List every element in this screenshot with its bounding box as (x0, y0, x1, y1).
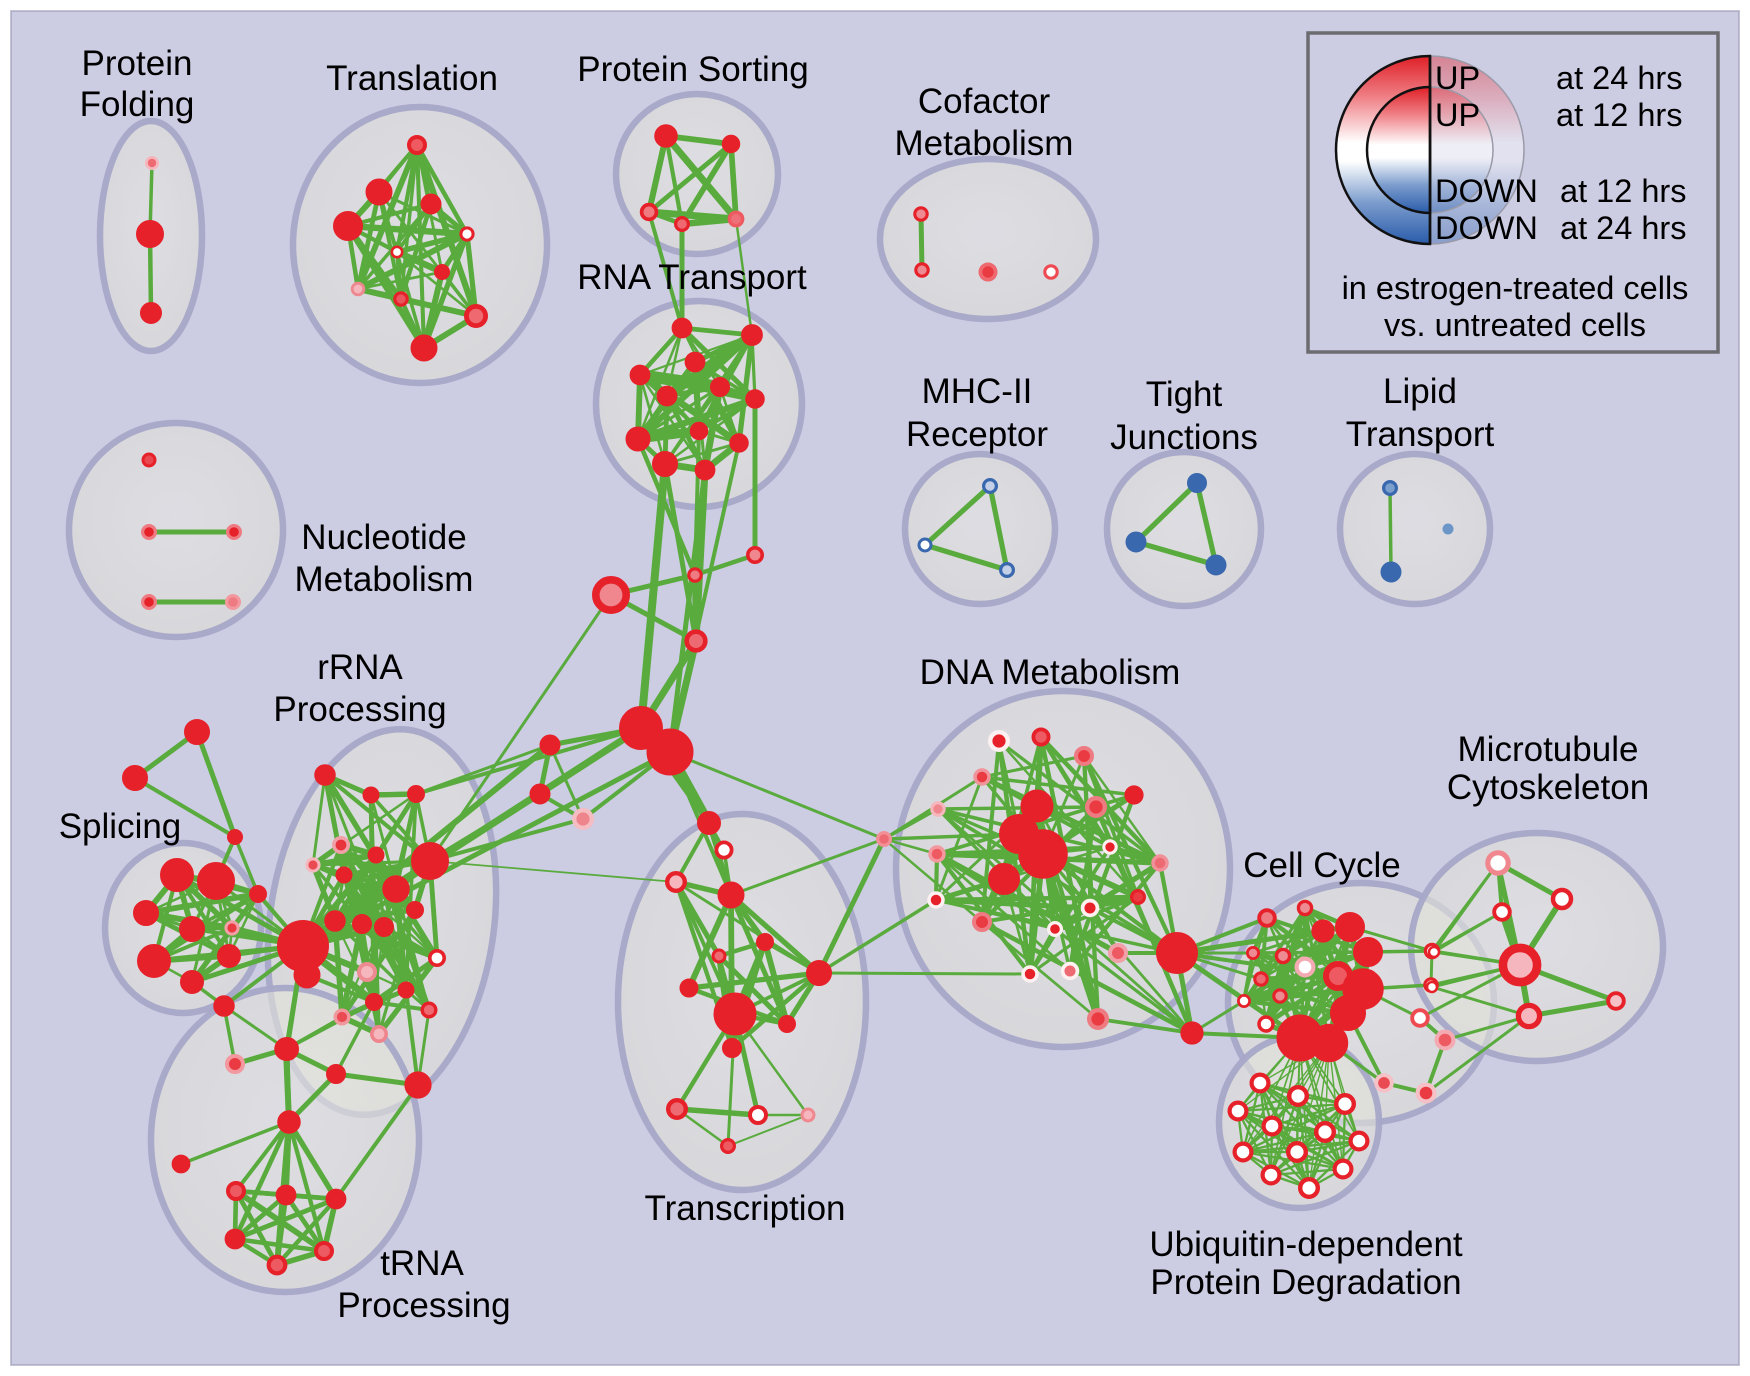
svg-text:Receptor: Receptor (906, 415, 1048, 454)
svg-text:UP: UP (1435, 60, 1480, 96)
svg-text:vs. untreated cells: vs. untreated cells (1384, 307, 1646, 343)
svg-text:RNA Transport: RNA Transport (577, 258, 807, 297)
svg-text:Metabolism: Metabolism (895, 124, 1074, 163)
svg-text:at 12 hrs: at 12 hrs (1560, 173, 1686, 209)
svg-text:Splicing: Splicing (59, 807, 182, 846)
svg-text:in estrogen-treated cells: in estrogen-treated cells (1342, 270, 1689, 306)
svg-text:Microtubule: Microtubule (1458, 730, 1639, 769)
svg-text:Tight: Tight (1146, 375, 1223, 414)
svg-text:Lipid: Lipid (1383, 372, 1457, 411)
svg-text:Cell Cycle: Cell Cycle (1243, 846, 1401, 885)
svg-text:Processing: Processing (337, 1286, 510, 1325)
svg-text:Metabolism: Metabolism (295, 560, 474, 599)
svg-text:Junctions: Junctions (1110, 418, 1258, 457)
svg-text:at 24 hrs: at 24 hrs (1556, 60, 1682, 96)
svg-text:UP: UP (1435, 97, 1480, 133)
svg-text:at 24 hrs: at 24 hrs (1560, 210, 1686, 246)
svg-text:Cytoskeleton: Cytoskeleton (1447, 768, 1649, 807)
svg-text:Processing: Processing (273, 690, 446, 729)
svg-text:Cofactor: Cofactor (918, 82, 1051, 121)
svg-text:DOWN: DOWN (1435, 210, 1538, 246)
svg-text:DNA Metabolism: DNA Metabolism (920, 653, 1181, 692)
svg-text:Protein Sorting: Protein Sorting (577, 50, 809, 89)
svg-text:Transcription: Transcription (645, 1189, 846, 1228)
svg-text:DOWN: DOWN (1435, 173, 1538, 209)
svg-text:Protein: Protein (82, 44, 193, 83)
svg-text:MHC-II: MHC-II (922, 372, 1033, 411)
svg-text:Ubiquitin-dependent: Ubiquitin-dependent (1149, 1225, 1463, 1264)
svg-text:tRNA: tRNA (380, 1244, 464, 1283)
svg-text:Protein Degradation: Protein Degradation (1150, 1263, 1461, 1302)
svg-text:Translation: Translation (326, 59, 498, 98)
svg-text:rRNA: rRNA (317, 648, 403, 687)
svg-text:Nucleotide: Nucleotide (301, 518, 466, 557)
svg-text:at 12 hrs: at 12 hrs (1556, 97, 1682, 133)
svg-text:Transport: Transport (1346, 415, 1495, 454)
svg-text:Folding: Folding (80, 85, 195, 124)
